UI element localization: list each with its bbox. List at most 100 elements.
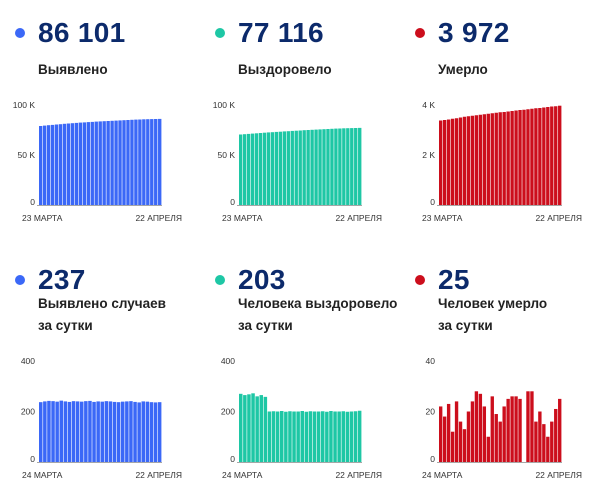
bar bbox=[490, 396, 494, 462]
bar bbox=[486, 436, 490, 462]
stat-label-line: Выявлено bbox=[38, 62, 108, 77]
bar bbox=[466, 411, 471, 462]
bar bbox=[358, 127, 362, 205]
bar bbox=[71, 401, 76, 462]
bar bbox=[274, 131, 279, 205]
bar bbox=[254, 133, 259, 205]
bar bbox=[141, 401, 145, 462]
bar bbox=[149, 402, 154, 462]
bar bbox=[255, 396, 259, 462]
bar bbox=[292, 411, 296, 462]
stat-label-line: Человек умерло bbox=[438, 296, 548, 311]
bar bbox=[310, 129, 314, 205]
bar bbox=[157, 402, 162, 462]
stat-value: 77 116 bbox=[238, 17, 324, 48]
stat-label: Выявлено случаев за сутки bbox=[38, 293, 203, 337]
bar bbox=[243, 395, 247, 462]
bar bbox=[554, 106, 558, 205]
legend-dot bbox=[415, 28, 425, 38]
bar bbox=[98, 121, 102, 205]
bar bbox=[108, 401, 113, 462]
bar bbox=[322, 129, 326, 205]
bar bbox=[286, 131, 290, 205]
bar bbox=[304, 411, 309, 462]
stat-label-line: за сутки bbox=[438, 318, 493, 333]
bar bbox=[546, 107, 550, 205]
bar bbox=[42, 125, 47, 205]
stat-label: Человека выздоровело за сутки bbox=[238, 293, 403, 337]
bar bbox=[478, 393, 483, 462]
bar bbox=[80, 401, 84, 462]
bar bbox=[312, 411, 317, 462]
bar bbox=[267, 411, 272, 462]
bar bbox=[250, 133, 255, 205]
bar bbox=[67, 401, 72, 462]
bar bbox=[498, 421, 502, 462]
bar bbox=[278, 131, 283, 205]
bar bbox=[300, 411, 304, 462]
bar bbox=[337, 411, 341, 462]
bar bbox=[486, 113, 490, 205]
x-tick-label-end: 22 АПРЕЛЯ bbox=[135, 470, 182, 480]
bar bbox=[88, 400, 92, 462]
bar bbox=[242, 134, 247, 205]
bar bbox=[482, 406, 487, 462]
bar bbox=[43, 401, 47, 462]
bar bbox=[490, 113, 494, 205]
bar bbox=[329, 411, 333, 462]
bar bbox=[318, 129, 322, 205]
legend-dot bbox=[215, 28, 225, 38]
bar bbox=[112, 401, 117, 462]
x-tick-label-start: 24 МАРТА bbox=[422, 470, 463, 480]
stat-label-line: за сутки bbox=[238, 318, 293, 333]
bar bbox=[239, 134, 243, 205]
bar bbox=[526, 391, 530, 462]
y-tick-label: 4 K bbox=[422, 100, 435, 110]
stat-panel-died-daily: 25 Человек умерло за сутки 0 20 40 24 МАРТА 22 … bbox=[400, 247, 600, 494]
bar bbox=[326, 129, 330, 205]
bar bbox=[247, 394, 251, 462]
bar bbox=[125, 401, 129, 462]
stat-label-line: Человека выздоровело bbox=[238, 296, 398, 311]
stat-value: 25 bbox=[438, 264, 470, 295]
bar bbox=[126, 120, 130, 205]
bar bbox=[130, 119, 134, 205]
bar bbox=[446, 403, 451, 462]
bar bbox=[482, 114, 487, 205]
stat-value: 237 bbox=[38, 264, 86, 295]
bar bbox=[325, 411, 329, 462]
bar bbox=[86, 122, 90, 205]
bar bbox=[518, 110, 522, 205]
y-tick-label: 50 K bbox=[218, 150, 236, 160]
bar bbox=[341, 411, 345, 462]
y-tick-label: 400 bbox=[221, 356, 235, 366]
bar bbox=[442, 120, 447, 205]
stat-value: 3 972 bbox=[438, 17, 510, 48]
bar bbox=[474, 391, 479, 462]
bar bbox=[333, 411, 337, 462]
bar bbox=[478, 114, 483, 205]
bar-chart: 0 50 K 100 K 23 МАРТА 22 АПРЕЛЯ bbox=[213, 100, 382, 223]
bar bbox=[542, 107, 546, 205]
bar bbox=[462, 429, 467, 462]
bar bbox=[258, 133, 263, 205]
bar bbox=[275, 411, 280, 462]
bar bbox=[47, 400, 51, 462]
bar bbox=[239, 393, 243, 462]
y-tick-label: 50 K bbox=[18, 150, 36, 160]
bar bbox=[84, 401, 88, 462]
bar bbox=[550, 421, 554, 462]
bar bbox=[55, 401, 59, 462]
bar bbox=[514, 110, 518, 205]
bar bbox=[321, 411, 325, 462]
bar bbox=[104, 401, 109, 462]
x-tick-label-start: 24 МАРТА bbox=[22, 470, 63, 480]
y-tick-label: 400 bbox=[21, 356, 35, 366]
x-tick-label-start: 24 МАРТА bbox=[222, 470, 263, 480]
bar bbox=[446, 119, 451, 205]
y-tick-label: 0 bbox=[430, 454, 435, 464]
bar bbox=[284, 411, 288, 462]
x-tick-label-start: 23 МАРТА bbox=[422, 213, 463, 223]
stat-panel-died: 3 972 Умерло 0 2 K 4 K 23 МАРТА 22 АПРЕЛЯ bbox=[400, 0, 600, 247]
bar bbox=[439, 120, 443, 205]
